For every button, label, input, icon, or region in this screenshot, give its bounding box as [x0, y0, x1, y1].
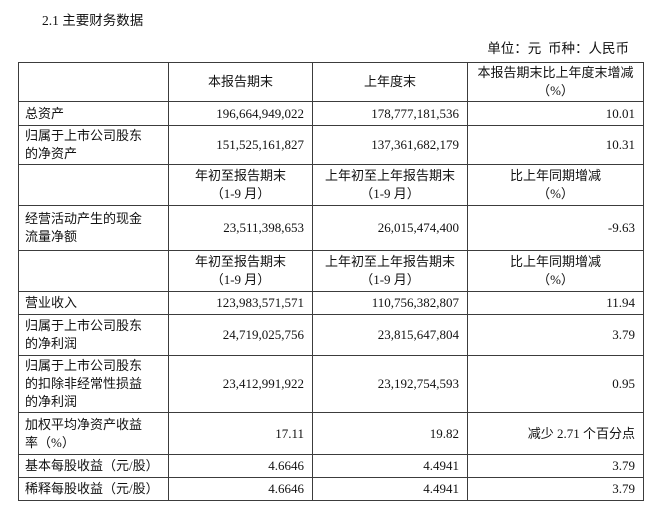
ytd-header-row: 年初至报告期末 （1-9 月） 上年初至上年报告期末 （1-9 月） 比上年同期… [18, 164, 644, 206]
metric-label: 经营活动产生的现金 流量净额 [18, 205, 169, 251]
metric-label: 归属于上市公司股东 的净利润 [18, 314, 169, 356]
metric-label: 营业收入 [18, 291, 169, 315]
prior-value: 178,777,181,536 [312, 101, 468, 126]
col-header-ytd-current: 年初至报告期末 （1-9 月） [168, 250, 313, 292]
prior-value: 19.82 [312, 412, 468, 455]
current-value: 4.6646 [168, 454, 313, 478]
change-value: 11.94 [467, 291, 644, 315]
col-header-ytd-prior: 上年初至上年报告期末 （1-9 月） [312, 250, 468, 292]
change-value: 减少 2.71 个百分点 [467, 412, 644, 455]
table-row-operating-cash-flow: 经营活动产生的现金 流量净额 23,511,398,653 26,015,474… [18, 205, 644, 251]
table-row-total-assets: 总资产 196,664,949,022 178,777,181,536 10.0… [18, 101, 644, 126]
current-value: 196,664,949,022 [168, 101, 313, 126]
prior-value: 23,815,647,804 [312, 314, 468, 356]
current-value: 151,525,161,827 [168, 125, 313, 165]
change-value: 3.79 [467, 454, 644, 478]
prior-value: 137,361,682,179 [312, 125, 468, 165]
col-header-ytd-current: 年初至报告期末 （1-9 月） [168, 164, 313, 206]
metric-label: 加权平均净资产收益 率（%） [18, 412, 169, 455]
table-row-basic-eps: 基本每股收益（元/股） 4.6646 4.4941 3.79 [18, 454, 644, 478]
prior-value: 26,015,474,400 [312, 205, 468, 251]
prior-value: 110,756,382,807 [312, 291, 468, 315]
blank-header-cell [18, 62, 169, 102]
metric-label: 归属于上市公司股东 的扣除非经常性损益 的净利润 [18, 355, 169, 413]
change-value: 3.79 [467, 477, 644, 501]
prior-value: 4.4941 [312, 454, 468, 478]
col-header-change-vs-prior-year-end: 本报告期末比上年度末增减 （%） [467, 62, 644, 102]
change-value: 0.95 [467, 355, 644, 413]
table-row-net-profit-attributable: 归属于上市公司股东 的净利润 24,719,025,756 23,815,647… [18, 314, 644, 356]
current-value: 23,412,991,922 [168, 355, 313, 413]
metric-label: 总资产 [18, 101, 169, 126]
section-title: 2.1 主要财务数据 [42, 13, 144, 28]
col-header-yoy-change: 比上年同期增减 （%） [467, 250, 644, 292]
table-row-weighted-avg-roe: 加权平均净资产收益 率（%） 17.11 19.82 减少 2.71 个百分点 [18, 412, 644, 455]
table-row-diluted-eps: 稀释每股收益（元/股） 4.6646 4.4941 3.79 [18, 477, 644, 501]
table-row-net-assets-attributable: 归属于上市公司股东 的净资产 151,525,161,827 137,361,6… [18, 125, 644, 165]
key-financial-data-table: 本报告期末 上年度末 本报告期末比上年度末增减 （%） 总资产 196,664,… [18, 62, 644, 501]
blank-header-cell [18, 250, 169, 292]
prior-value: 4.4941 [312, 477, 468, 501]
period-end-header-row: 本报告期末 上年度末 本报告期末比上年度末增减 （%） [18, 62, 644, 102]
current-value: 4.6646 [168, 477, 313, 501]
current-value: 123,983,571,571 [168, 291, 313, 315]
change-value: 10.01 [467, 101, 644, 126]
col-header-prior-year-end: 上年度末 [312, 62, 468, 102]
blank-header-cell [18, 164, 169, 206]
ytd-header-row: 年初至报告期末 （1-9 月） 上年初至上年报告期末 （1-9 月） 比上年同期… [18, 250, 644, 292]
change-value: 3.79 [467, 314, 644, 356]
prior-value: 23,192,754,593 [312, 355, 468, 413]
metric-label: 归属于上市公司股东 的净资产 [18, 125, 169, 165]
current-value: 23,511,398,653 [168, 205, 313, 251]
change-value: -9.63 [467, 205, 644, 251]
col-header-ytd-prior: 上年初至上年报告期末 （1-9 月） [312, 164, 468, 206]
col-header-yoy-change: 比上年同期增减 （%） [467, 164, 644, 206]
change-value: 10.31 [467, 125, 644, 165]
table-row-operating-revenue: 营业收入 123,983,571,571 110,756,382,807 11.… [18, 291, 644, 315]
metric-label: 基本每股收益（元/股） [18, 454, 169, 478]
metric-label: 稀释每股收益（元/股） [18, 477, 169, 501]
col-header-current-period-end: 本报告期末 [168, 62, 313, 102]
current-value: 17.11 [168, 412, 313, 455]
table-row-net-profit-excl-nonrecurring: 归属于上市公司股东 的扣除非经常性损益 的净利润 23,412,991,922 … [18, 355, 644, 413]
current-value: 24,719,025,756 [168, 314, 313, 356]
unit-currency-note: 单位：元 币种：人民币 [487, 41, 629, 56]
